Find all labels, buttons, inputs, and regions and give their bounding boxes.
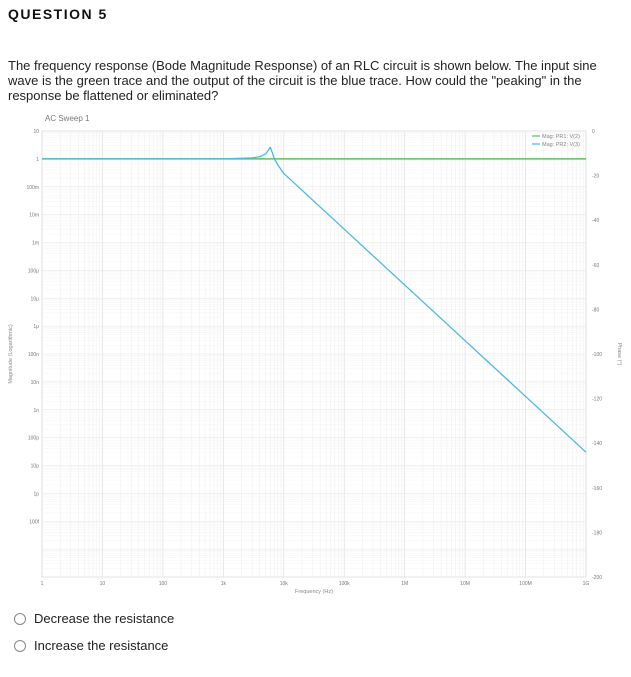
x-tick-label: 100k: [339, 581, 350, 587]
y-tick-label: 100μ: [28, 268, 39, 274]
y-tick-label: 10p: [31, 464, 40, 470]
y2-axis-label: Phase (°): [616, 343, 622, 366]
x-tick-label: 100: [159, 581, 168, 587]
question-title: QUESTION 5: [8, 6, 108, 22]
y-tick-label: 100f: [29, 519, 39, 525]
bode-chart-svg: 1 10 100 1k 10k 100k 1M 10M 100M 1G 10 1 100m 10m 1m 10…: [8, 114, 622, 595]
question-text: The frequency response (Bode Magnitude R…: [8, 58, 597, 103]
y2-tick-label: -140: [592, 441, 602, 447]
y-tick-label: 10m: [29, 213, 39, 219]
option-label: Decrease the resistance: [34, 611, 175, 626]
y-axis-label: Magnitude (Logarithmic): [8, 324, 14, 383]
x-axis-label: Frequency (Hz): [295, 589, 333, 595]
x-tick-label: 100M: [519, 581, 532, 587]
y-tick-label: 1m: [32, 241, 39, 247]
y2-tick-label: -100: [592, 352, 602, 358]
y2-tick-label: -200: [592, 575, 602, 581]
x-tick-label: 1M: [401, 581, 408, 587]
y2-tick-label: -80: [592, 307, 599, 313]
y-tick-label: 100n: [28, 352, 39, 358]
y-tick-label: 10n: [31, 380, 40, 386]
x-tick-label: 10k: [280, 581, 289, 587]
radio-decrease-resistance[interactable]: [14, 612, 26, 625]
radio-increase-resistance[interactable]: [14, 639, 26, 652]
y-tick-label: 1μ: [33, 324, 39, 330]
y2-tick-label: -20: [592, 174, 599, 180]
option-decrease-resistance[interactable]: Decrease the resistance: [14, 611, 174, 626]
y2-tick-label: 0: [592, 129, 595, 135]
y-tick-label: 100p: [28, 436, 39, 442]
x-tick-label: 10: [100, 581, 106, 587]
y-tick-label: 100m: [26, 185, 39, 191]
x-tick-label: 1k: [221, 581, 227, 587]
y2-tick-label: -160: [592, 486, 602, 492]
x-tick-label: 10M: [460, 581, 470, 587]
y-tick-label: 10: [33, 129, 39, 135]
bode-chart: 1 10 100 1k 10k 100k 1M 10M 100M 1G 10 1 100m 10m 1m 10…: [0, 108, 631, 603]
y2-tick-label: -60: [592, 263, 599, 269]
y2-tick-label: -40: [592, 218, 599, 224]
y2-tick-label: -180: [592, 530, 602, 536]
y-tick-label: 1n: [33, 408, 39, 414]
legend-label: Mag: PR1: V(2): [542, 134, 580, 140]
option-increase-resistance[interactable]: Increase the resistance: [14, 638, 168, 653]
chart-title: AC Sweep 1: [45, 114, 90, 123]
y-tick-label: 1p: [33, 491, 39, 497]
y-tick-label: 1: [36, 157, 39, 163]
series-output-line: [42, 146, 587, 453]
legend-label: Mag: PR2: V(3): [542, 142, 580, 148]
y2-tick-label: -120: [592, 397, 602, 403]
y-tick-label: 10μ: [31, 296, 40, 302]
x-tick-label: 1G: [583, 581, 590, 587]
x-tick-label: 1: [41, 581, 44, 587]
option-label: Increase the resistance: [34, 638, 169, 653]
